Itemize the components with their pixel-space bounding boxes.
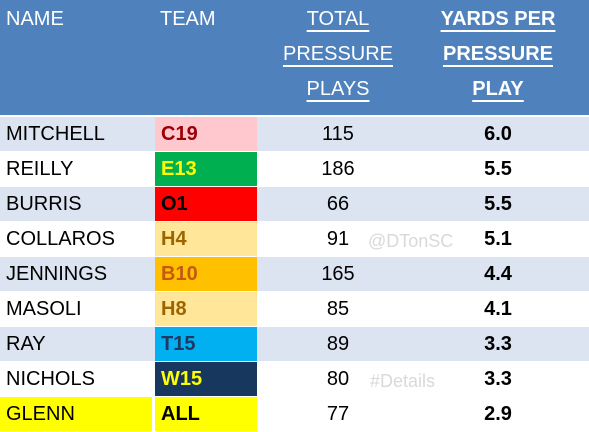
player-name: REILLY xyxy=(6,158,74,180)
total-pressure-plays: 66 xyxy=(326,193,350,215)
watermark-tag: #Details xyxy=(370,371,436,391)
header-total-pressure-plays: TOTAL PRESSURE PLAYS xyxy=(270,2,406,107)
name-highlight xyxy=(0,397,152,431)
player-name: RAY xyxy=(6,333,46,355)
row-divider xyxy=(0,186,589,187)
yards-per-pressure-play: 5.1 xyxy=(484,228,512,250)
row-divider xyxy=(0,291,589,292)
player-name: JENNINGS xyxy=(6,263,108,285)
total-pressure-plays: 89 xyxy=(326,333,350,355)
header-total-line-3: PLAYS xyxy=(306,78,370,100)
row-divider xyxy=(0,361,589,362)
table-row: JENNINGS B10 165 4.4 xyxy=(0,257,589,292)
team-code: B10 xyxy=(155,257,257,291)
player-name: MITCHELL xyxy=(6,123,105,145)
total-pressure-plays: 165 xyxy=(321,263,355,285)
total-pressure-plays: 186 xyxy=(321,158,355,180)
table-row: RAY T15 89 3.3 xyxy=(0,327,589,362)
yards-per-pressure-play: 6.0 xyxy=(484,123,512,145)
yards-per-pressure-play: 5.5 xyxy=(484,193,512,215)
table-row: GLENN ALL 77 2.9 xyxy=(0,397,589,432)
player-name: COLLAROS xyxy=(6,228,115,250)
yards-per-pressure-play: 4.4 xyxy=(484,263,512,285)
row-divider xyxy=(0,396,589,397)
team-code: C19 xyxy=(155,117,257,151)
header-total-line-1: TOTAL xyxy=(306,8,370,30)
row-divider xyxy=(0,326,589,327)
row-divider xyxy=(0,221,589,222)
table-header: NAME TEAM TOTAL PRESSURE PLAYS YARDS PER… xyxy=(0,0,589,115)
team-code: ALL xyxy=(155,397,257,431)
header-ypp-line-3: PLAY xyxy=(472,78,524,100)
team-code: T15 xyxy=(155,327,257,361)
total-pressure-plays: 91 xyxy=(326,228,350,250)
header-ypp-line-1: YARDS PER xyxy=(440,8,556,30)
yards-per-pressure-play: 4.1 xyxy=(484,298,512,320)
header-team: TEAM xyxy=(160,8,216,30)
player-name: GLENN xyxy=(6,403,75,425)
yards-per-pressure-play: 5.5 xyxy=(484,158,512,180)
total-pressure-plays: 77 xyxy=(326,403,350,425)
team-code: W15 xyxy=(155,362,257,396)
table-row: MASOLI H8 85 4.1 xyxy=(0,292,589,327)
watermark-handle: @DTonSC xyxy=(368,231,454,251)
total-pressure-plays: 85 xyxy=(326,298,350,320)
total-pressure-plays: 115 xyxy=(322,123,354,145)
table-row: COLLAROS H4 91 5.1 xyxy=(0,222,589,257)
header-ypp-line-2: PRESSURE xyxy=(442,43,554,65)
header-name: NAME xyxy=(6,8,64,30)
yards-per-pressure-play: 3.3 xyxy=(484,333,512,355)
player-name: NICHOLS xyxy=(6,368,95,390)
yards-per-pressure-play: 3.3 xyxy=(484,368,512,390)
team-code: E13 xyxy=(155,152,257,186)
table-row: MITCHELL C19 115 6.0 xyxy=(0,117,589,152)
row-divider xyxy=(0,151,589,152)
total-pressure-plays: 80 xyxy=(326,368,350,390)
header-total-line-2: PRESSURE xyxy=(282,43,394,65)
table-row: BURRIS O1 66 5.5 xyxy=(0,187,589,222)
yards-per-pressure-play: 2.9 xyxy=(484,403,512,425)
team-code: H4 xyxy=(155,222,257,256)
team-code: O1 xyxy=(155,187,257,221)
player-name: MASOLI xyxy=(6,298,82,320)
table-row: NICHOLS W15 80 3.3 xyxy=(0,362,589,397)
header-yards-per-pressure-play: YARDS PER PRESSURE PLAY xyxy=(408,2,588,107)
row-divider xyxy=(0,256,589,257)
player-name: BURRIS xyxy=(6,193,82,215)
team-code: H8 xyxy=(155,292,257,326)
table-row: REILLY E13 186 5.5 xyxy=(0,152,589,187)
